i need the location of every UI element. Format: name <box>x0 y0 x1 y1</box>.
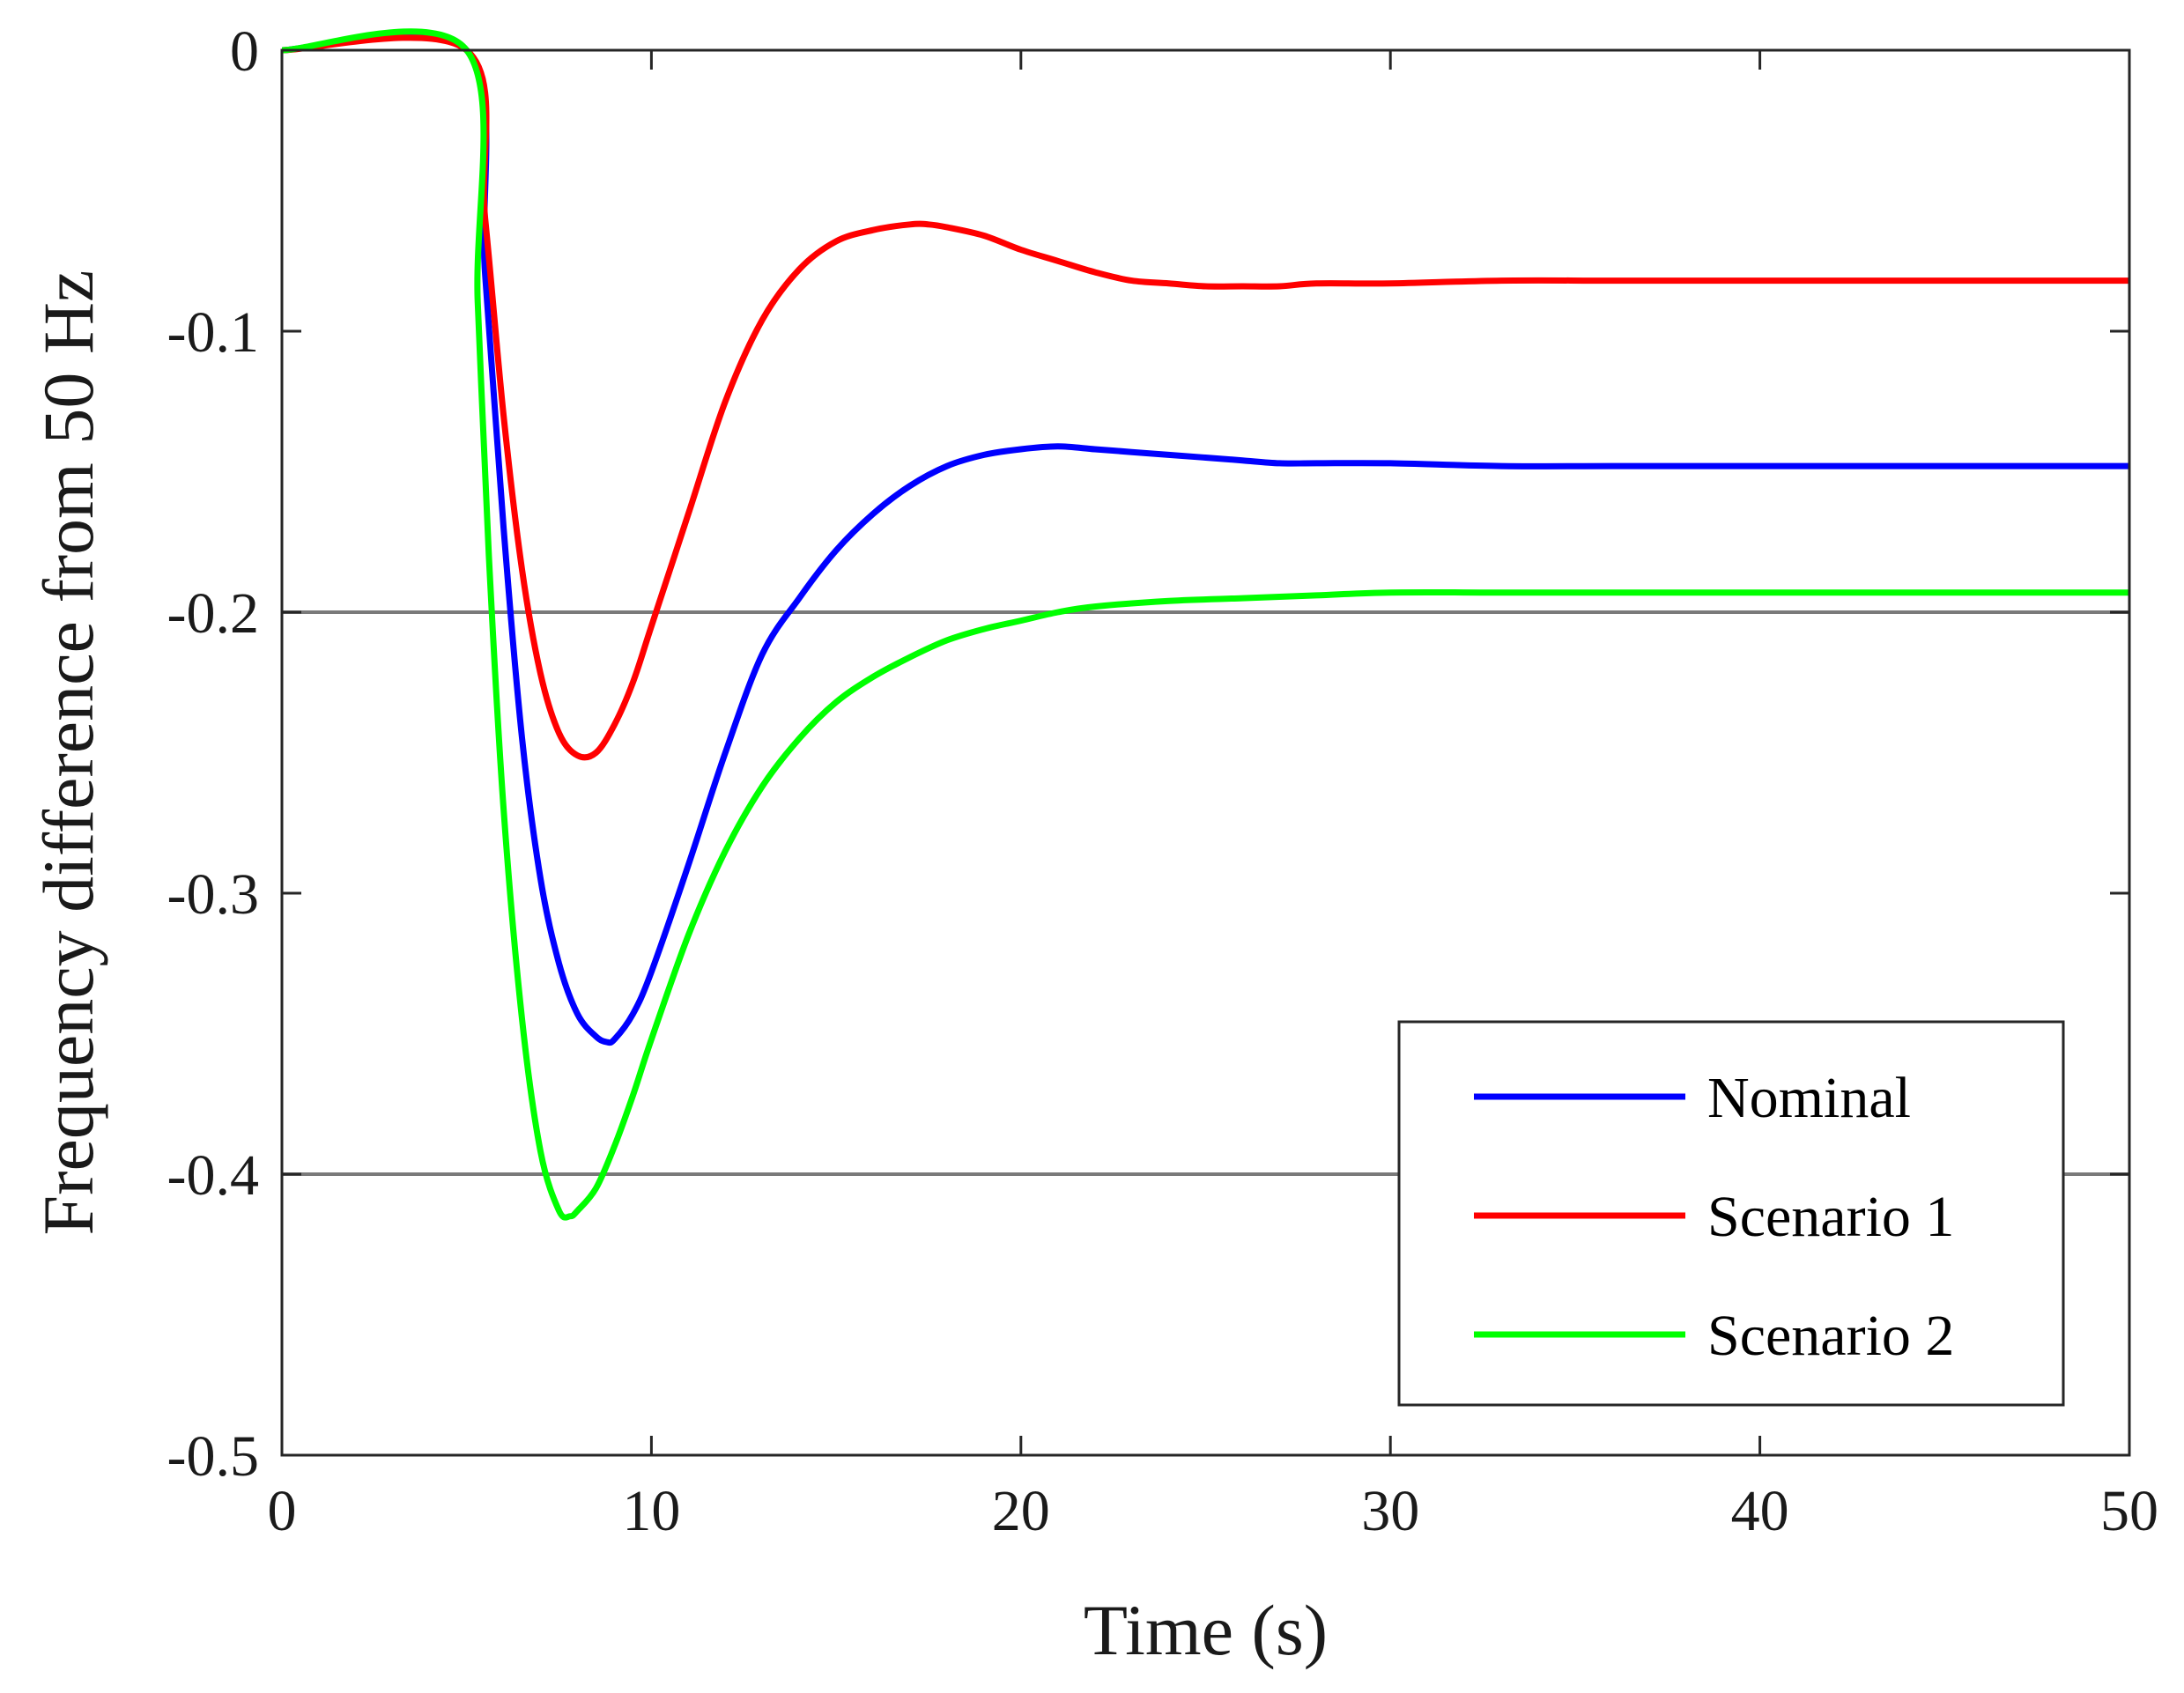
y-tick-label: -0.4 <box>167 1143 259 1208</box>
legend-label: Nominal <box>1707 1066 1911 1130</box>
x-tick-label: 40 <box>1731 1479 1789 1543</box>
x-tick-label: 20 <box>992 1479 1050 1543</box>
y-tick-label: 0 <box>230 19 259 84</box>
y-tick-label: -0.1 <box>167 300 259 365</box>
y-tick-label: -0.2 <box>167 581 259 646</box>
series-line-nominal <box>281 30 2129 1046</box>
series-line-scenario-1 <box>281 34 2129 761</box>
y-axis-label: Frequency difference from 50 Hz <box>28 270 108 1236</box>
legend: Nominal Scenario 1 Scenario 2 <box>1397 1020 2065 1407</box>
tick-labels-layer: 0 10 20 30 40 50 0 -0.1 -0.2 -0.3 -0.4 -0.5 <box>167 19 2158 1543</box>
series-line-scenario-2 <box>281 28 2129 1221</box>
x-tick-label: 50 <box>2100 1479 2158 1543</box>
plot-area-frame <box>280 48 2131 1457</box>
legend-label: Scenario 2 <box>1707 1304 1954 1368</box>
x-tick-label: 30 <box>1361 1479 1419 1543</box>
x-tick-label: 10 <box>622 1479 680 1543</box>
ticks-layer <box>280 48 2131 1457</box>
x-axis-label: Time (s) <box>1084 1590 1328 1670</box>
y-tick-label: -0.5 <box>167 1424 259 1489</box>
x-tick-label: 0 <box>268 1479 297 1543</box>
y-tick-label: -0.3 <box>167 862 259 927</box>
legend-label: Scenario 1 <box>1707 1185 1954 1249</box>
series-layer <box>281 28 2129 1221</box>
